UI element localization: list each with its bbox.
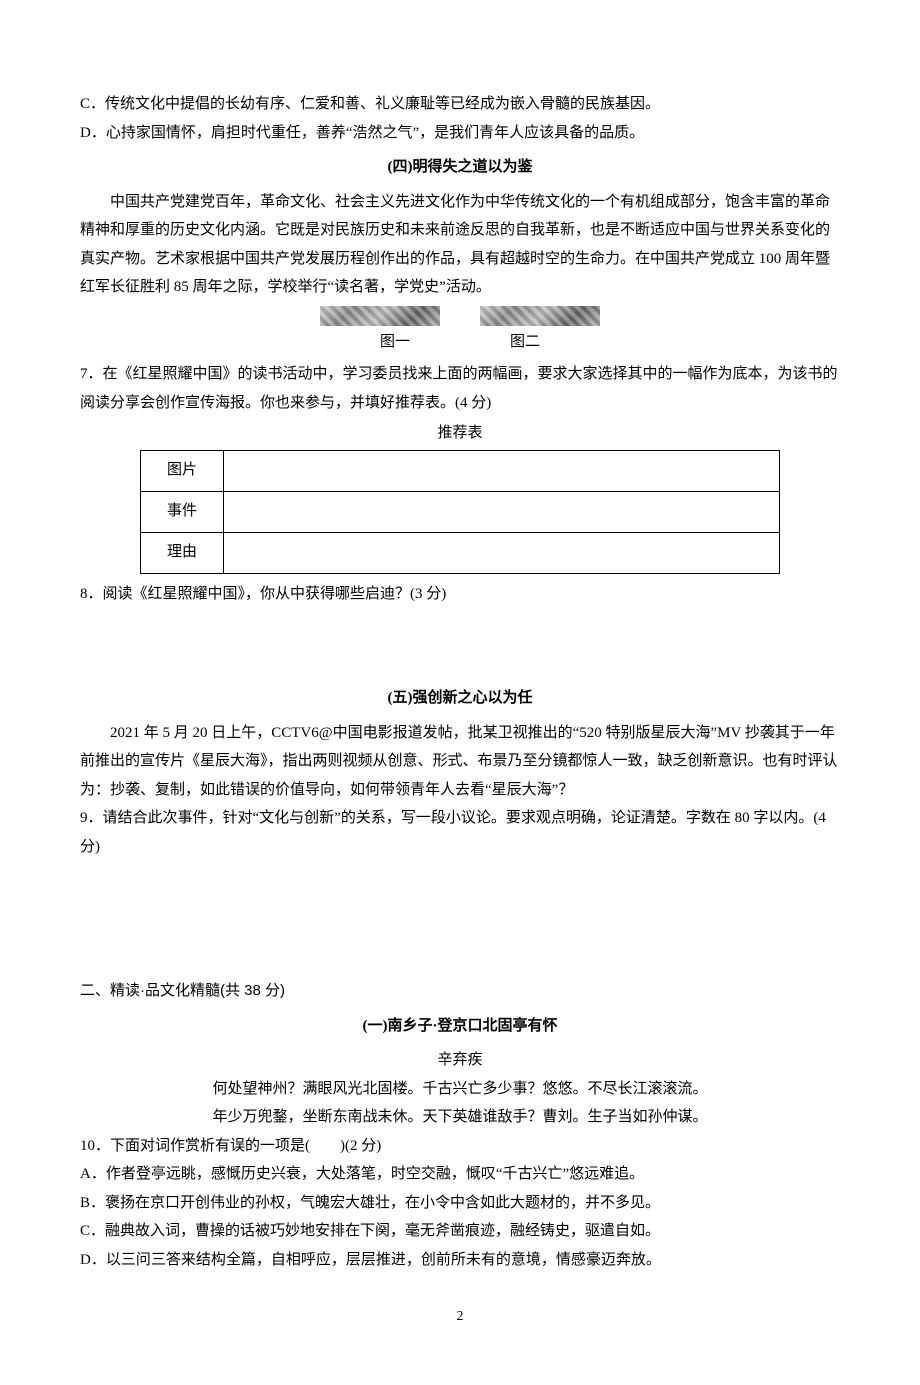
table-label-image: 图片: [141, 450, 224, 491]
option-d-top[interactable]: D．心持家国情怀，肩担时代重任，善养“浩然之气”，是我们青年人应该具备的品质。: [80, 119, 840, 148]
option-c-top[interactable]: C．传统文化中提倡的长幼有序、仁爱和善、礼义廉耻等已经成为嵌入骨髓的民族基因。: [80, 90, 840, 119]
figure-two-label: 图二: [510, 328, 540, 357]
section5-paragraph: 2021 年 5 月 20 日上午，CCTV6@中国电影报道发帖，批某卫视推出的…: [80, 719, 840, 805]
answer-space-q9[interactable]: [80, 861, 840, 971]
option-d-q10[interactable]: D．以三问三答来结构全篇，自相呼应，层层推进，创前所未有的意境，情感豪迈奔放。: [80, 1246, 840, 1275]
section4-title: (四)明得失之道以为鉴: [80, 153, 840, 182]
figure-two-image: [480, 306, 600, 326]
table-cell-image[interactable]: [224, 450, 780, 491]
question-8: 8．阅读《红星照耀中国》，你从中获得哪些启迪？(3 分): [80, 580, 840, 609]
page-number: 2: [80, 1304, 840, 1331]
table-cell-event[interactable]: [224, 491, 780, 532]
question-9: 9．请结合此次事件，针对“文化与创新”的关系，写一段小议论。要求观点明确，论证清…: [80, 804, 840, 861]
question-7: 7．在《红星照耀中国》的读书活动中，学习委员找来上面的两幅画，要求大家选择其中的…: [80, 360, 840, 417]
question-10: 10．下面对词作赏析有误的一项是( )(2 分): [80, 1132, 840, 1161]
option-b-q10[interactable]: B．褒扬在京口开创伟业的孙权，气魄宏大雄壮，在小令中含如此大题材的，并不多见。: [80, 1189, 840, 1218]
subsection-title: (一)南乡子·登京口北固亭有怀: [80, 1012, 840, 1041]
figure-labels-row: 图一 图二: [80, 328, 840, 357]
section4-paragraph: 中国共产党建党百年，革命文化、社会主义先进文化作为中华传统文化的一个有机组成部分…: [80, 188, 840, 302]
figures-row: [80, 306, 840, 326]
table-row: 理由: [141, 532, 780, 573]
figure-one-image: [320, 306, 440, 326]
answer-space-q8[interactable]: [80, 608, 840, 678]
table-cell-reason[interactable]: [224, 532, 780, 573]
figure-one-label: 图一: [380, 328, 410, 357]
poem-author: 辛弃疾: [80, 1046, 840, 1075]
table-row: 图片: [141, 450, 780, 491]
section5-title: (五)强创新之心以为任: [80, 684, 840, 713]
poem-line-1: 何处望神州？满眼风光北固楼。千古兴亡多少事？悠悠。不尽长江滚滚流。: [80, 1075, 840, 1104]
option-a-q10[interactable]: A．作者登亭远眺，感慨历史兴衰，大处落笔，时空交融，慨叹“千古兴亡”悠远难追。: [80, 1160, 840, 1189]
poem-line-2: 年少万兜鍪，坐断东南战未休。天下英雄谁敌手？曹刘。生子当如孙仲谋。: [80, 1103, 840, 1132]
table-label-reason: 理由: [141, 532, 224, 573]
table-label-event: 事件: [141, 491, 224, 532]
table-row: 事件: [141, 491, 780, 532]
table-caption: 推荐表: [80, 419, 840, 448]
option-c-q10[interactable]: C．融典故入词，曹操的话被巧妙地安排在下阕，毫无斧凿痕迹，融经铸史，驱遣自如。: [80, 1217, 840, 1246]
part2-heading: 二、精读·品文化精髓(共 38 分): [80, 977, 840, 1006]
recommend-table: 图片 事件 理由: [140, 450, 780, 574]
